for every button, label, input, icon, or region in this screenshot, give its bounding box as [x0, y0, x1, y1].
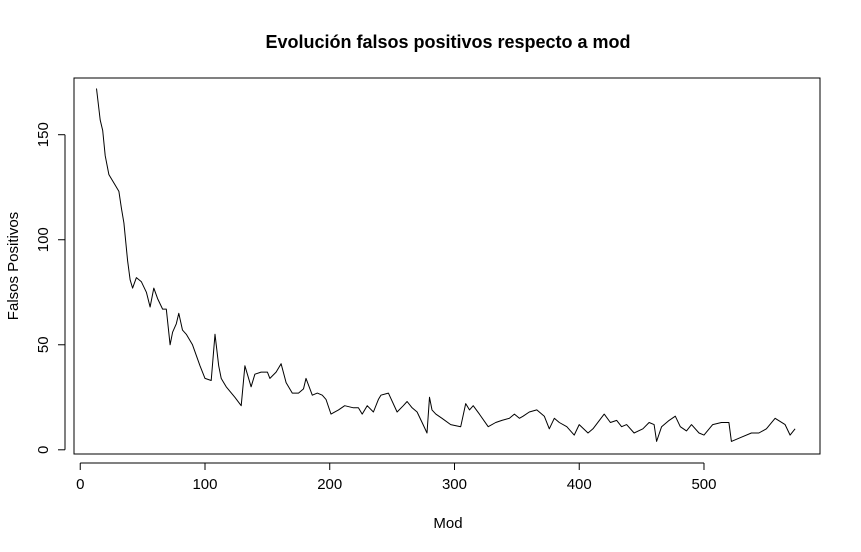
- y-axis: 0 50 100 150: [35, 122, 66, 454]
- y-tick-label: 0: [35, 446, 52, 454]
- series-layer: [96, 88, 796, 442]
- plot-frame: [73, 77, 821, 455]
- x-axis-label: Mod: [433, 515, 462, 532]
- x-tick-label: 300: [442, 476, 467, 493]
- y-tick-label: 50: [35, 336, 52, 353]
- x-tick-label: 500: [691, 476, 716, 493]
- y-tick-label: 150: [35, 122, 52, 147]
- x-tick-label: 200: [317, 476, 342, 493]
- x-axis: 0 100 200 300 400 500: [76, 462, 716, 493]
- series-line: [96, 88, 796, 442]
- y-axis-label: Falsos Positivos: [5, 212, 22, 320]
- y-tick-label: 100: [35, 227, 52, 252]
- chart-title: Evolución falsos positivos respecto a mo…: [265, 32, 630, 52]
- x-tick-label: 400: [567, 476, 592, 493]
- x-tick-label: 0: [76, 476, 84, 493]
- x-tick-label: 100: [192, 476, 217, 493]
